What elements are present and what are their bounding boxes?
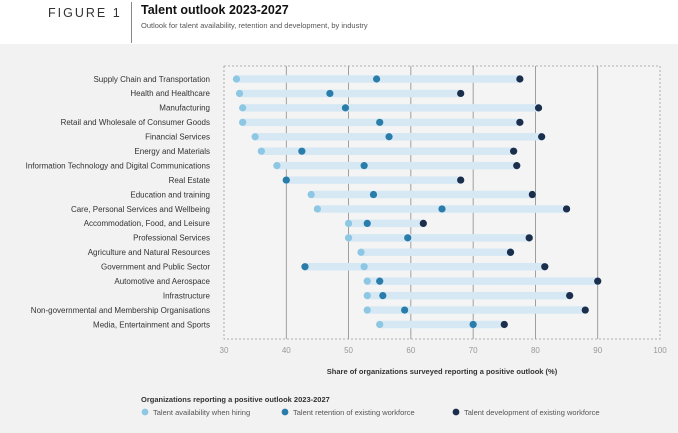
- retention-dot: [438, 205, 446, 213]
- availability-dot: [357, 248, 365, 256]
- category-label: Professional Services: [133, 234, 210, 243]
- legend-availability-dot: [141, 408, 149, 416]
- legend-title: Organizations reporting a positive outlo…: [141, 395, 330, 404]
- figure-label: FIGURE 1: [48, 6, 122, 20]
- retention-dot: [469, 320, 477, 329]
- category-label: Health and Healthcare: [130, 89, 210, 98]
- talent-outlook-chart: Supply Chain and Transportation Health an…: [26, 65, 667, 417]
- x-tick-label: 70: [469, 346, 478, 355]
- legend-label: Talent retention of existing workforce: [293, 408, 415, 417]
- development-dot: [562, 205, 571, 213]
- category-label: Accommodation, Food, and Leisure: [84, 219, 211, 228]
- availability-dot: [363, 277, 371, 285]
- x-tick-label: 50: [344, 346, 353, 355]
- x-tick-label: 80: [531, 346, 540, 355]
- category-label: Real Estate: [169, 176, 211, 185]
- figure-header: FIGURE 1 Talent outlook 2023-2027 Outloo…: [0, 0, 678, 44]
- retention-dot: [376, 277, 384, 285]
- availability-dot: [235, 89, 244, 98]
- retention-dot: [404, 234, 412, 242]
- category-label: Media, Entertainment and Sports: [93, 320, 210, 329]
- legend-retention-dot: [281, 408, 289, 416]
- category-label: Agriculture and Natural Resources: [88, 248, 210, 257]
- development-dot: [457, 89, 465, 98]
- retention-dot: [326, 89, 334, 98]
- retention-dot: [373, 75, 381, 83]
- development-dot: [528, 190, 536, 199]
- development-dot: [538, 133, 546, 141]
- availability-dot: [344, 234, 353, 242]
- category-label: Automotive and Aerospace: [114, 277, 210, 286]
- development-dot: [506, 248, 515, 256]
- category-label: Manufacturing: [159, 104, 210, 113]
- development-dot: [510, 147, 518, 155]
- development-dot: [513, 162, 521, 170]
- category-label: Supply Chain and Transportation: [93, 75, 210, 84]
- retention-dot: [379, 292, 387, 300]
- x-tick-label: 30: [220, 346, 229, 355]
- availability-dot: [239, 118, 247, 126]
- legend-development-dot: [452, 408, 460, 416]
- x-tick-label: 40: [282, 346, 291, 355]
- chart-title: Talent outlook 2023-2027: [141, 3, 289, 17]
- development-dot: [581, 306, 589, 314]
- availability-dot: [363, 306, 371, 314]
- development-dot: [419, 219, 427, 227]
- development-dot: [541, 263, 549, 271]
- availability-dot: [360, 263, 368, 271]
- category-label: Non-governmental and Membership Organisa…: [31, 306, 210, 315]
- category-label: Retail and Wholesale of Consumer Goods: [61, 118, 210, 127]
- development-dot: [525, 234, 533, 242]
- retention-dot: [298, 147, 306, 155]
- development-dot: [566, 292, 574, 300]
- development-dot: [516, 75, 524, 83]
- availability-dot: [376, 320, 384, 329]
- legend-label: Talent availability when hiring: [153, 408, 250, 417]
- availability-dot: [344, 219, 353, 227]
- availability-dot: [313, 205, 322, 213]
- header-divider: [131, 2, 132, 43]
- development-dot: [516, 118, 524, 126]
- availability-dot: [363, 292, 371, 300]
- development-dot: [594, 277, 602, 285]
- category-label: Government and Public Sector: [101, 263, 210, 272]
- retention-dot: [376, 118, 384, 126]
- retention-dot: [341, 104, 350, 112]
- x-tick-label: 90: [593, 346, 602, 355]
- retention-dot: [369, 190, 378, 199]
- x-tick-label: 100: [653, 346, 667, 355]
- retention-dot: [282, 176, 290, 184]
- development-dot: [457, 176, 465, 184]
- development-dot: [534, 104, 543, 112]
- x-tick-label: 60: [406, 346, 415, 355]
- retention-dot: [401, 306, 409, 314]
- category-label: Energy and Materials: [134, 147, 210, 156]
- chart-subtitle: Outlook for talent availability, retenti…: [141, 21, 368, 30]
- availability-dot: [239, 104, 247, 112]
- retention-dot: [363, 219, 371, 227]
- availability-dot: [273, 162, 281, 170]
- legend-label: Talent development of existing workforce: [464, 408, 600, 417]
- category-label: Infrastructure: [163, 291, 211, 300]
- availability-dot: [307, 190, 315, 199]
- retention-dot: [360, 162, 368, 170]
- category-label: Information Technology and Digital Commu…: [26, 161, 210, 170]
- availability-dot: [257, 147, 265, 155]
- availability-dot: [232, 75, 241, 83]
- development-dot: [500, 320, 508, 329]
- retention-dot: [301, 263, 309, 271]
- availability-dot: [251, 133, 259, 141]
- x-axis-title: Share of organizations surveyed reportin…: [327, 367, 558, 376]
- category-label: Financial Services: [145, 133, 210, 142]
- category-label: Education and training: [130, 190, 210, 199]
- retention-dot: [385, 133, 393, 141]
- category-label: Care, Personal Services and Wellbeing: [71, 205, 210, 214]
